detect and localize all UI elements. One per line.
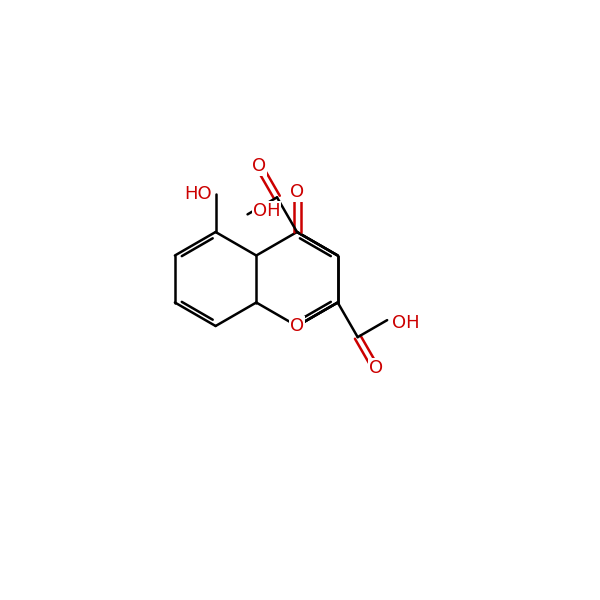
Text: O: O: [290, 317, 304, 335]
Text: O: O: [252, 157, 266, 175]
Text: OH: OH: [253, 202, 280, 220]
Text: OH: OH: [392, 314, 420, 332]
Text: O: O: [368, 359, 383, 377]
Text: HO: HO: [184, 185, 212, 203]
Text: O: O: [290, 183, 304, 201]
